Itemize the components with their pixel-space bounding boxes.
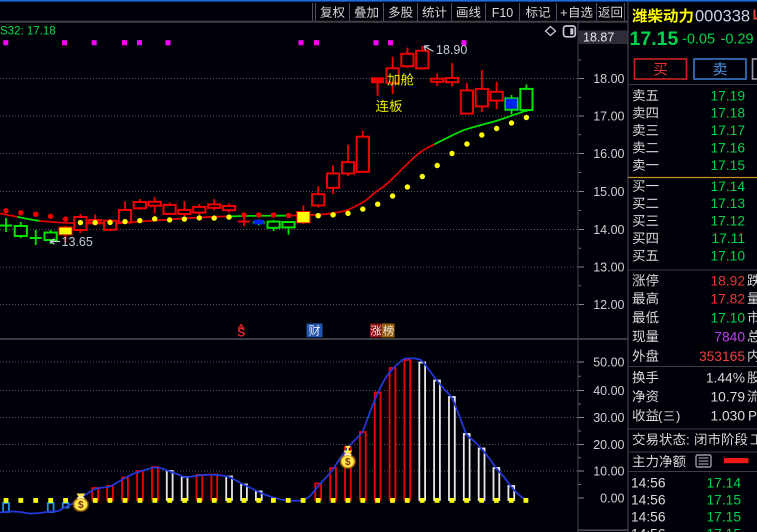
svg-text:7840: 7840 [714,329,745,344]
svg-text:S: S [237,326,245,340]
svg-text:17.19: 17.19 [710,88,745,103]
svg-text:17.82: 17.82 [710,291,745,306]
svg-text:15.00: 15.00 [593,185,624,199]
svg-text:17.00: 17.00 [593,110,624,124]
svg-text:000338: 000338 [695,8,750,26]
svg-text:14:56: 14:56 [631,509,666,524]
svg-text:40.00: 40.00 [593,384,624,398]
svg-text:18.00: 18.00 [593,72,624,86]
svg-text:17.16: 17.16 [710,141,745,156]
svg-text:18.90: 18.90 [436,43,467,57]
svg-text:18.87: 18.87 [583,31,614,45]
svg-text:17.15: 17.15 [710,158,745,173]
svg-text:-0.05: -0.05 [682,32,715,48]
svg-text:16.00: 16.00 [593,147,624,161]
svg-text:17.15: 17.15 [706,509,741,524]
svg-text:0.00: 0.00 [600,492,624,506]
svg-text:S32: 17.18: S32: 17.18 [0,26,56,38]
svg-text:14.00: 14.00 [593,223,624,237]
svg-text:F10: F10 [492,6,514,20]
svg-text:13.00: 13.00 [593,261,624,275]
svg-text:P: P [748,408,757,423]
svg-text:13.65: 13.65 [62,235,93,249]
svg-text:14:56: 14:56 [631,492,666,507]
svg-text:(: ( [658,408,663,423]
svg-text:$: $ [345,457,351,468]
svg-text:30.00: 30.00 [593,411,624,425]
svg-text:17.15: 17.15 [706,526,741,532]
svg-text:17.14: 17.14 [706,475,741,490]
svg-text:10.79: 10.79 [710,389,745,404]
svg-text:20.00: 20.00 [593,438,624,452]
svg-text:17.15: 17.15 [630,28,679,50]
svg-text:17.14: 17.14 [710,179,745,194]
svg-text:17.10: 17.10 [710,248,745,263]
svg-text:+: + [560,5,568,20]
svg-text:17.17: 17.17 [710,123,745,138]
svg-text:1.030: 1.030 [710,408,745,423]
svg-text:-0.29: -0.29 [721,32,754,48]
svg-text:$: $ [78,500,84,511]
svg-text:353165: 353165 [699,349,745,364]
svg-text:1.44%: 1.44% [706,370,745,385]
svg-text:14:56: 14:56 [631,526,666,532]
svg-text:17.10: 17.10 [710,310,745,325]
svg-text::: : [686,432,690,447]
svg-text:12.00: 12.00 [593,298,624,312]
svg-text:17.15: 17.15 [706,492,741,507]
svg-text:17.12: 17.12 [710,214,745,229]
svg-text:18.92: 18.92 [710,273,745,288]
svg-text:17.18: 17.18 [710,106,745,121]
svg-text:50.00: 50.00 [593,356,624,370]
svg-text:): ) [676,408,680,423]
svg-text:10.00: 10.00 [593,465,624,479]
svg-text:17.11: 17.11 [711,231,745,246]
svg-text:17.13: 17.13 [710,196,745,211]
svg-text:14:56: 14:56 [631,475,666,490]
